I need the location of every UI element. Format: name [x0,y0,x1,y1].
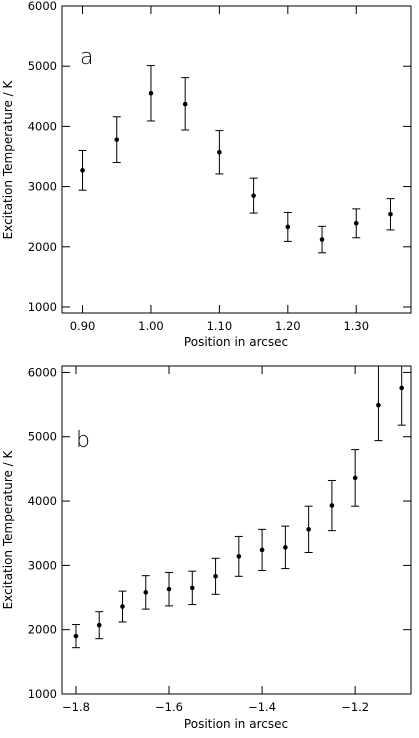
panel-a-data-point [217,149,222,155]
panel-b-data-point [283,545,288,550]
panel-a-data-point [182,101,188,107]
panel-a-y-tick-label: 1000 [28,300,57,314]
panel-a-y-tick-label: 2000 [28,240,57,254]
panel-a-data-point [148,90,154,96]
panel-b-x-tick-label: −1.4 [248,700,276,714]
panel-a-x-tick-label: 1.00 [138,319,164,333]
panel-b-y-tick-label: 3000 [28,558,57,572]
panel-b-data-point [96,622,102,628]
panel-b-data-point [352,475,358,481]
panel-a-x-tick-label: 1.10 [207,319,233,333]
panel-b-data-point [213,574,218,579]
panel-b-y-tick-label: 5000 [28,430,57,444]
panel-a-data-point [353,221,359,226]
panel-a-data-point [388,211,393,217]
panel-b-data-point [166,586,172,592]
panel-b-data-point [73,633,79,639]
panel-a-x-tick-label: 0.90 [70,319,96,333]
panel-a-data [78,65,395,254]
panel-b-data-point [259,547,265,553]
panel-a-label: a [80,45,93,70]
panel-a-y-tick-label: 3000 [28,180,57,194]
panel-a-data-point [114,137,120,142]
panel-b-data-point [399,385,404,391]
panel-b-y-tick-label: 4000 [28,494,57,508]
panel-b-data-point [143,590,149,595]
panel-b-y-tick-label: 2000 [28,623,57,637]
panel-b-y-axis-label: Excitation Temperature / K [1,449,15,609]
panel-b-x-axis-label: Position in arcsec [184,717,288,731]
panel-b-data [71,365,406,649]
panel-b-data-point [120,604,125,609]
panel-a-y-tick-label: 4000 [28,119,57,133]
panel-a-y-tick-label: 5000 [28,59,57,73]
panel-a-data-point [251,193,256,198]
panel-b-y-tick-label: 6000 [28,365,57,379]
panel-b-x-tick-label: −1.6 [155,700,183,714]
panel-b-data-point [236,554,242,559]
panel-a-y-tick-label: 6000 [28,0,57,13]
panel-a-ticks: 0.90 1.00 1.10 1.20 1.30 1000 2000 3000 4000 5000… [28,0,411,333]
panel-a-x-tick-label: 1.30 [343,319,369,333]
panel-a-data-point [319,237,325,242]
panel-a-data-point [80,168,85,173]
panel-a-x-axis-label: Position in arcsec [184,335,288,349]
panel-b-ticks: −1.8 −1.6 −1.4 −1.2 1000 2000 3000 4000 5000 6000 [28,365,411,714]
panel-b: −1.8 −1.6 −1.4 −1.2 1000 2000 3000 4000 5000 6000… [1,365,412,731]
panel-a-frame [61,5,412,314]
panel-b-data-point [376,402,381,408]
panel-a-y-axis-label: Excitation Temperature / K [1,79,15,239]
panel-b-frame [61,365,412,695]
panel-b-x-tick-label: −1.2 [341,700,369,714]
panel-b-x-tick-label: −1.8 [62,700,90,714]
panel-b-data-point [329,503,335,508]
panel-a: 0.90 1.00 1.10 1.20 1.30 1000 2000 3000 4000 5000… [1,0,412,349]
panel-b-y-tick-label: 1000 [28,687,57,701]
panel-b-data-point [189,585,195,591]
panel-b-data-point [306,527,311,532]
panel-b-label: b [76,428,90,453]
panel-a-x-tick-label: 1.20 [275,319,301,333]
panel-a-data-point [285,224,291,230]
